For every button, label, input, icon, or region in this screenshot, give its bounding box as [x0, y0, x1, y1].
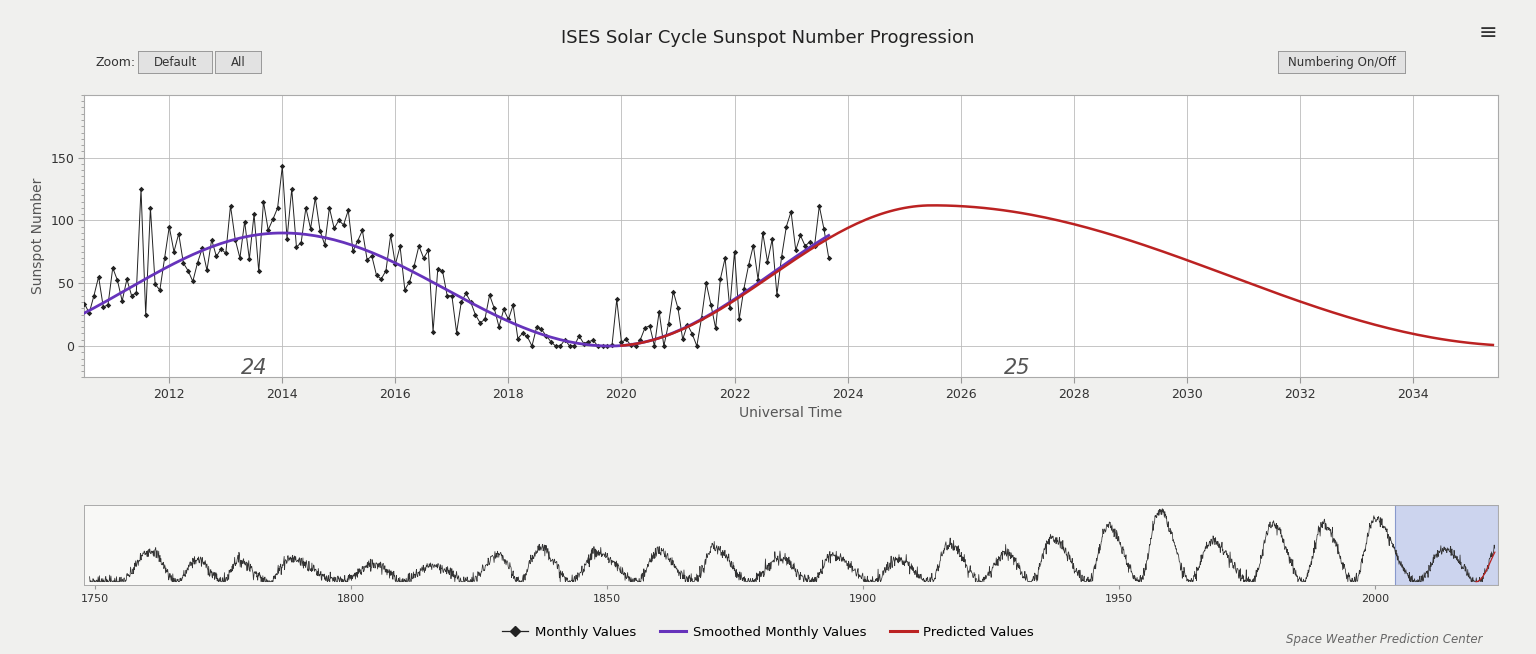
Text: Numbering On/Off: Numbering On/Off: [1287, 56, 1396, 69]
Smoothed Monthly Values: [287, 230, 306, 237]
Predicted Values: [1418, 333, 1436, 341]
Line: Monthly Values: Monthly Values: [83, 164, 831, 348]
Text: 24: 24: [241, 358, 267, 377]
Y-axis label: Sunspot Number: Sunspot Number: [31, 178, 45, 294]
Monthly Values: [522, 342, 541, 350]
Monthly Values: [561, 342, 579, 350]
Predicted Values: [1484, 341, 1502, 349]
Smoothed Monthly Values: [376, 254, 395, 262]
Text: Default: Default: [154, 56, 197, 69]
Line: Predicted Values: Predicted Values: [622, 205, 1493, 345]
Predicted Values: [923, 201, 942, 209]
Text: ≡: ≡: [1479, 23, 1498, 43]
Legend: Monthly Values, Smoothed Monthly Values, Predicted Values: Monthly Values, Smoothed Monthly Values,…: [496, 621, 1040, 644]
Smoothed Monthly Values: [75, 309, 94, 317]
Smoothed Monthly Values: [602, 342, 621, 350]
Predicted Values: [1032, 213, 1051, 220]
Predicted Values: [1158, 249, 1177, 257]
Text: 25: 25: [1005, 358, 1031, 377]
X-axis label: Universal Time: Universal Time: [739, 406, 843, 421]
Line: Smoothed Monthly Values: Smoothed Monthly Values: [84, 233, 829, 346]
Predicted Values: [1281, 294, 1299, 302]
Smoothed Monthly Values: [556, 337, 574, 345]
Text: ISES Solar Cycle Sunspot Number Progression: ISES Solar Cycle Sunspot Number Progress…: [561, 29, 975, 48]
Predicted Values: [743, 284, 762, 292]
Bar: [1395, 505, 1498, 585]
Text: Zoom:: Zoom:: [95, 56, 135, 69]
Monthly Values: [711, 275, 730, 283]
Monthly Values: [287, 243, 306, 251]
Smoothed Monthly Values: [273, 229, 292, 237]
Monthly Values: [75, 300, 94, 307]
Monthly Values: [319, 204, 338, 212]
Smoothed Monthly Values: [627, 340, 645, 348]
Predicted Values: [613, 341, 631, 349]
Monthly Values: [376, 267, 395, 275]
Predicted Values: [1121, 237, 1140, 245]
Smoothed Monthly Values: [319, 235, 338, 243]
Text: Space Weather Prediction Center: Space Weather Prediction Center: [1286, 633, 1482, 646]
Monthly Values: [627, 342, 645, 350]
Smoothed Monthly Values: [820, 232, 839, 239]
Text: All: All: [230, 56, 246, 69]
Monthly Values: [273, 162, 292, 170]
Monthly Values: [820, 254, 839, 262]
Smoothed Monthly Values: [711, 304, 730, 312]
